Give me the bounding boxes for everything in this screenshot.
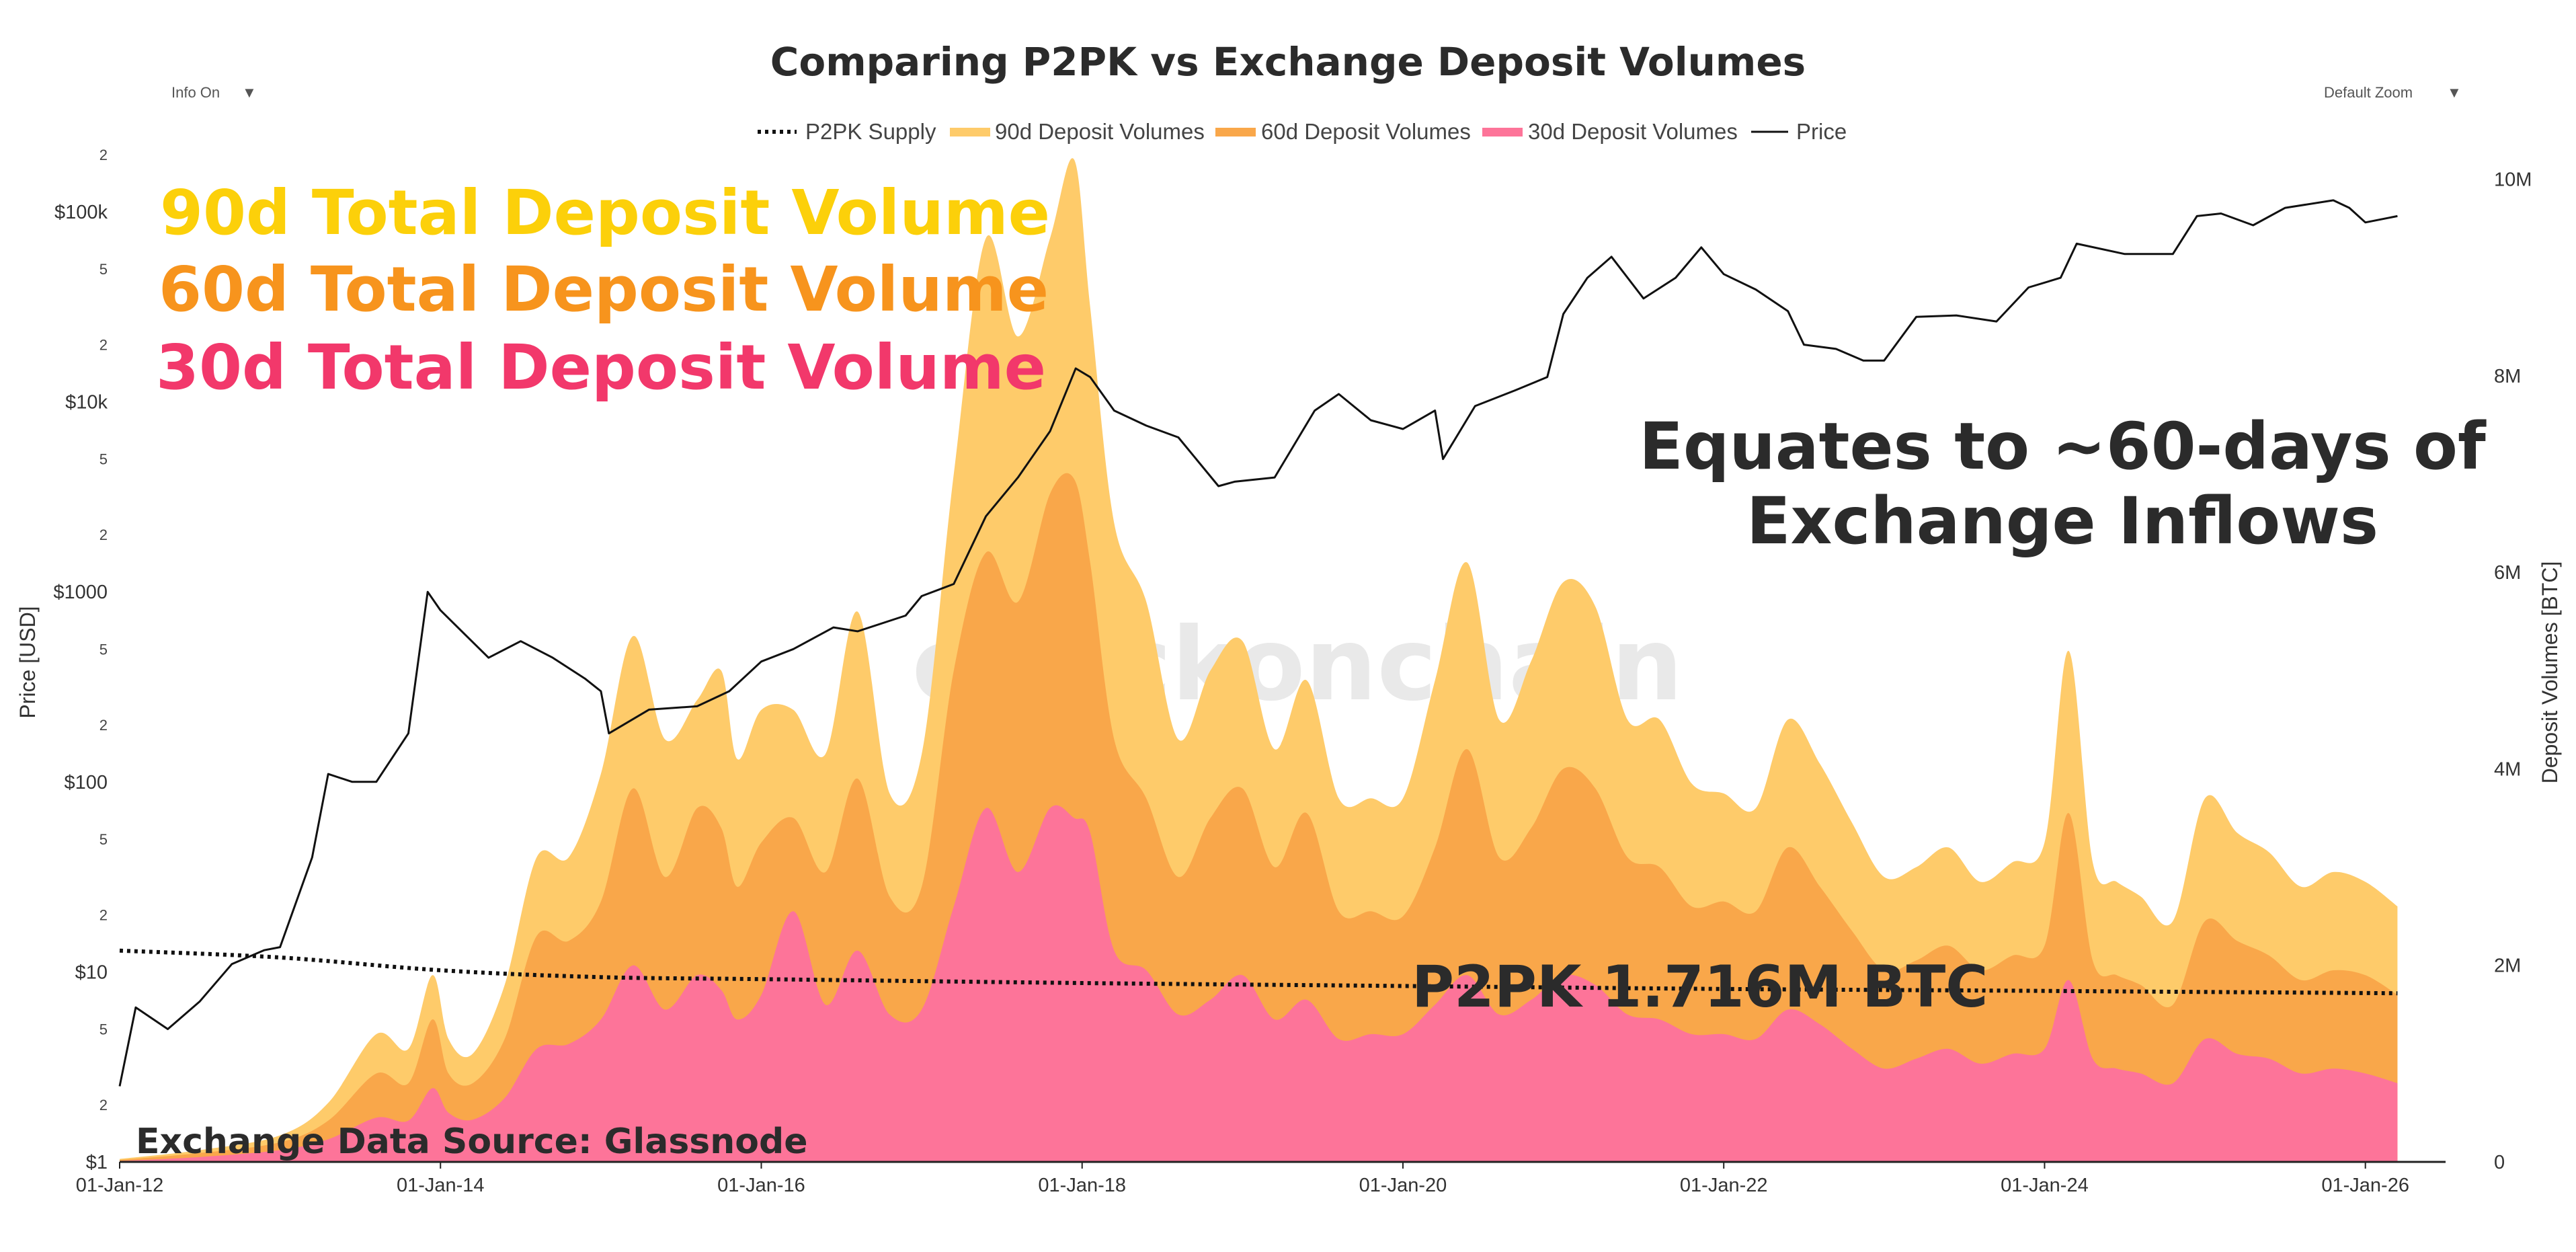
legend-item-p2pk[interactable]: P2PK Supply [758, 119, 936, 144]
y-left-minor-tick-label: 2 [99, 906, 108, 923]
x-tick-label: 01-Jan-18 [1038, 1175, 1126, 1196]
y-left-minor-tick-label: 5 [99, 1021, 108, 1038]
y-right-tick-label: 4M [2494, 758, 2521, 780]
line-p2pk-supply [119, 948, 2398, 996]
legend-swatch-30d [1482, 128, 1523, 136]
x-tick-label: 01-Jan-22 [1680, 1175, 1768, 1196]
line-layer [118, 199, 2398, 1087]
y-left-tick-label: $1 [86, 1152, 108, 1173]
y-right-tick-label: 10M [2494, 169, 2532, 191]
legend-swatch-90d [950, 128, 990, 136]
area-30d-deposit-volumes [120, 805, 2398, 1162]
x-tick-label: 01-Jan-14 [397, 1175, 485, 1196]
annotation-equates-line2: Exchange Inflows [1746, 483, 2378, 559]
legend-label-60d: 60d Deposit Volumes [1261, 119, 1471, 144]
y-right-tick-label: 6M [2494, 562, 2521, 584]
y-left-minor-tick-label: 5 [99, 451, 108, 468]
y-left-minor-tick-label: 5 [99, 261, 108, 278]
annotation-equates-line1: Equates to ~60-days of [1639, 409, 2487, 484]
x-tick-label: 01-Jan-24 [2001, 1175, 2089, 1196]
legend-label-price: Price [1796, 119, 1847, 144]
annotation-p2pk: P2PK 1.716M BTC [1412, 953, 1988, 1021]
info-toggle-label[interactable]: Info On [171, 84, 220, 101]
annotation-30d: 30d Total Deposit Volume [156, 331, 1046, 403]
legend-label-90d: 90d Deposit Volumes [995, 119, 1205, 144]
y-left-tick-label: $100k [54, 202, 108, 223]
annotation-source: Exchange Data Source: Glassnode [136, 1122, 807, 1162]
legend-label-30d: 30d Deposit Volumes [1528, 119, 1738, 144]
y-left-minor-tick-label: 2 [99, 147, 108, 163]
legend-item-60d[interactable]: 60d Deposit Volumes [1215, 119, 1471, 144]
y-left-minor-tick-label: 2 [99, 337, 108, 354]
annotation-90d: 90d Total Deposit Volume [160, 177, 1050, 249]
zoom-caret-icon[interactable]: ▼ [2447, 84, 2462, 101]
y-right-axis: 0 2M 4M 6M 8M 10M [2494, 169, 2532, 1173]
zoom-select-label[interactable]: Default Zoom [2324, 84, 2413, 101]
x-axis-ticks: 01-Jan-12 01-Jan-14 01-Jan-16 01-Jan-18 01-J… [76, 1162, 2409, 1196]
y-right-tick-label: 2M [2494, 955, 2521, 977]
y-left-axis: $1 $10 $100 $1000 $10k $100k 2 5 2 5 2 5 2 5 2 5 2 [53, 147, 108, 1173]
legend-item-price[interactable]: Price [1751, 119, 1847, 144]
x-tick-label: 01-Jan-26 [2321, 1175, 2409, 1196]
zoom-select[interactable]: Default Zoom ▼ [2324, 84, 2462, 101]
y-left-tick-label: $10k [65, 392, 108, 414]
info-caret-icon[interactable]: ▼ [242, 84, 257, 101]
y-left-tick-label: $1000 [53, 582, 108, 603]
legend-item-30d[interactable]: 30d Deposit Volumes [1482, 119, 1738, 144]
y-left-title: Price [USD] [15, 606, 40, 718]
info-toggle[interactable]: Info On ▼ [171, 84, 257, 101]
y-left-minor-tick-label: 5 [99, 641, 108, 658]
y-left-minor-tick-label: 2 [99, 1097, 108, 1113]
line-price [118, 199, 2398, 1087]
y-right-title: Deposit Volumes [BTC] [2538, 561, 2562, 784]
y-right-tick-label: 8M [2494, 366, 2521, 387]
y-left-tick-label: $100 [64, 772, 108, 793]
annotation-60d: 60d Total Deposit Volume [159, 253, 1049, 325]
legend-label-p2pk: P2PK Supply [805, 119, 936, 144]
y-left-minor-tick-label: 2 [99, 717, 108, 734]
legend-swatch-60d [1215, 128, 1256, 136]
x-tick-label: 01-Jan-20 [1359, 1175, 1447, 1196]
legend-item-90d[interactable]: 90d Deposit Volumes [950, 119, 1205, 144]
y-left-minor-tick-label: 2 [99, 526, 108, 543]
chart-title: Comparing P2PK vs Exchange Deposit Volum… [770, 39, 1806, 85]
x-tick-label: 01-Jan-12 [76, 1175, 164, 1196]
x-tick-label: 01-Jan-16 [717, 1175, 805, 1196]
y-right-tick-label: 0 [2494, 1152, 2505, 1173]
legend: P2PK Supply 90d Deposit Volumes 60d Depo… [758, 119, 1847, 144]
y-left-tick-label: $10 [75, 962, 108, 983]
y-left-minor-tick-label: 5 [99, 831, 108, 848]
